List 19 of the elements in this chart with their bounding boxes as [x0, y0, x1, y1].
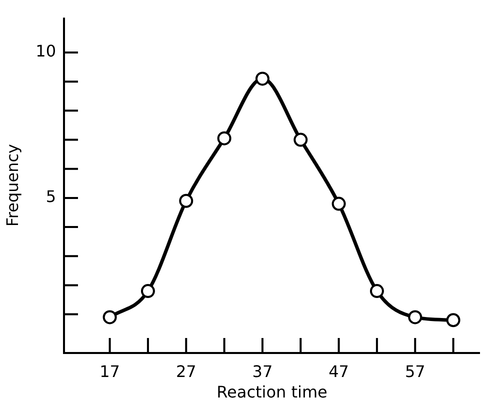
point [332, 196, 346, 211]
y-tick-label: 5 [46, 187, 56, 206]
point [294, 132, 308, 147]
x-axis-title: Reaction time [216, 382, 328, 402]
y-tick-label: 10 [36, 42, 56, 61]
point [446, 313, 460, 328]
x-tick-label: 37 [252, 362, 273, 381]
x-tick-label: 27 [176, 362, 196, 381]
point [370, 284, 384, 298]
point [179, 194, 194, 208]
point [408, 310, 422, 324]
point [102, 310, 117, 324]
y-axis-title: Frequency [2, 144, 22, 227]
point [217, 131, 232, 146]
point [255, 72, 270, 86]
point [140, 284, 155, 298]
x-tick-label: 17 [100, 362, 120, 381]
x-tick-label: 47 [328, 362, 349, 381]
x-tick-label: 57 [404, 362, 426, 381]
